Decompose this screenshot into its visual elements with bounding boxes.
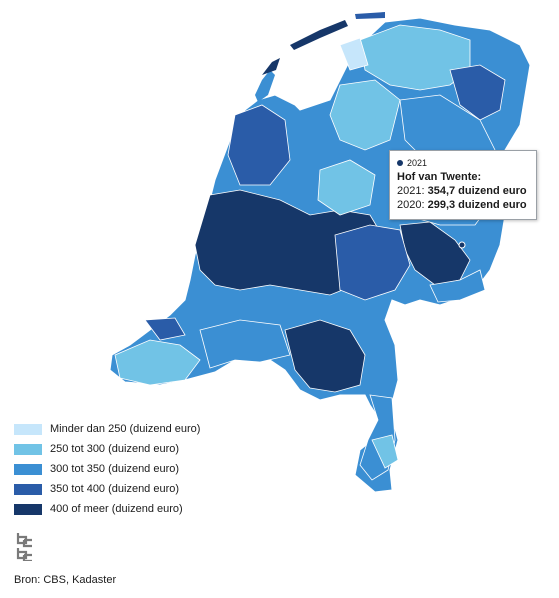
legend-swatch [14, 443, 42, 455]
region-noord-holland [227, 104, 291, 186]
legend-item[interactable]: 300 tot 350 (duizend euro) [14, 459, 200, 479]
legend-swatch [14, 483, 42, 495]
tooltip-2020-prefix: 2020: [397, 199, 428, 211]
tooltip-title: Hof van Twente: [397, 171, 482, 183]
island-texel [255, 70, 275, 102]
island-vlieland [262, 58, 280, 75]
region-brabant-west [199, 319, 291, 369]
tooltip-year-label: 2021 [407, 158, 428, 168]
tooltip-dot-icon [397, 160, 403, 166]
legend: Minder dan 250 (duizend euro) 250 tot 30… [14, 419, 200, 519]
region-groningen-east [449, 64, 506, 121]
tooltip-2021-prefix: 2021: [397, 185, 428, 197]
tooltip-year: 2021 [397, 156, 529, 170]
tooltip-line-2021: 2021: 354,7 duizend euro [397, 184, 529, 198]
tooltip-2021-value: 354,7 duizend euro [427, 185, 527, 197]
legend-item[interactable]: 250 tot 300 (duizend euro) [14, 439, 200, 459]
region-south-dark [284, 319, 366, 393]
legend-label: 350 tot 400 (duizend euro) [50, 483, 180, 495]
legend-item[interactable]: 350 tot 400 (duizend euro) [14, 479, 200, 499]
legend-item[interactable]: Minder dan 250 (duizend euro) [14, 419, 200, 439]
tooltip: 2021 Hof van Twente: 2021: 354,7 duizend… [389, 150, 537, 220]
legend-swatch [14, 503, 42, 515]
island-ameland [355, 12, 385, 19]
legend-label: 300 tot 350 (duizend euro) [50, 463, 180, 475]
tooltip-line-2020: 2020: 299,3 duizend euro [397, 198, 529, 212]
source-note: Bron: CBS, Kadaster [14, 574, 117, 586]
region-flevoland [317, 159, 376, 216]
hof-van-twente-marker[interactable] [458, 241, 466, 249]
region-achterhoek [429, 269, 486, 303]
region-friesland [329, 79, 401, 151]
legend-item[interactable]: 400 of meer (duizend euro) [14, 499, 200, 519]
region-gelderland [334, 224, 411, 301]
legend-label: 400 of meer (duizend euro) [50, 503, 183, 515]
legend-label: 250 tot 300 (duizend euro) [50, 443, 180, 455]
tooltip-2020-value: 299,3 duizend euro [427, 199, 527, 211]
region-zeeland [114, 339, 201, 386]
region-limburg-south [371, 434, 399, 469]
legend-swatch [14, 463, 42, 475]
region-zeeland-islands [144, 317, 186, 341]
legend-label: Minder dan 250 (duizend euro) [50, 423, 201, 435]
legend-swatch [14, 423, 42, 435]
island-terschelling [290, 20, 348, 50]
region-north-lightest [339, 37, 369, 71]
cbs-logo-icon [16, 533, 32, 561]
